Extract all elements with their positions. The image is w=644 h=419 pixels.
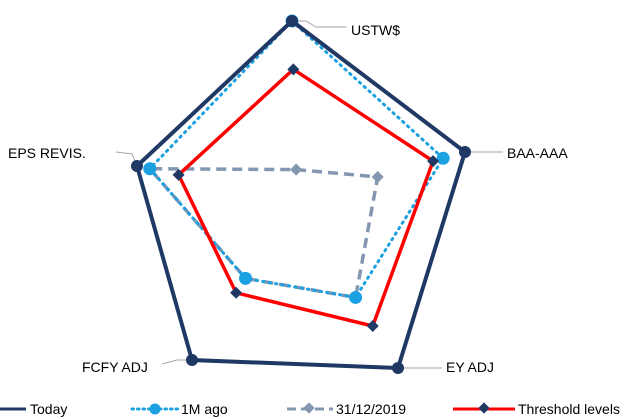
legend-item-2019: 31/12/2019 <box>287 401 406 417</box>
series-1m-ago-line <box>147 18 446 300</box>
legend-label-1m-ago: 1M ago <box>181 401 228 417</box>
series-today-point-baa-aaa <box>459 146 471 158</box>
axis-label-fcfy-adj: FCFY ADJ <box>82 359 148 375</box>
legend-label-threshold: Threshold levels <box>518 401 620 417</box>
series-today-point-ustw <box>286 15 298 27</box>
legend: Today 1M ago 31/12/2019 Threshold levels <box>0 401 620 417</box>
series-1m-ago-point-ey-adj <box>349 290 363 304</box>
series-today-line <box>134 18 468 371</box>
series-1m-ago-point-eps-revis <box>143 162 157 176</box>
series-31-12-2019-point-ustw <box>290 163 303 176</box>
series-threshold-levels-point-fcfy-adj <box>230 286 243 299</box>
legend-marker-1m-ago <box>149 403 161 415</box>
legend-label-today: Today <box>30 401 67 417</box>
series-layer <box>131 14 471 374</box>
legend-label-2019: 31/12/2019 <box>336 401 406 417</box>
axis-label-baa-aaa: BAA-AAA <box>507 145 568 161</box>
series-threshold-levels-point-ey-adj <box>366 319 379 333</box>
series-today-point-ey-adj <box>392 362 404 374</box>
series-threshold-levels-line <box>176 67 436 329</box>
legend-item-threshold: Threshold levels <box>453 401 620 417</box>
series-1m-ago-point-fcfy-adj <box>239 271 253 285</box>
axis-label-ey-adj: EY ADJ <box>446 359 494 375</box>
legend-marker-2019 <box>303 402 315 414</box>
series-today-point-eps-revis <box>131 160 143 172</box>
series-today-point-fcfy-adj <box>186 354 198 366</box>
series-threshold-levels-point-eps-revis <box>172 168 185 181</box>
axis-labels: USTW$ BAA-AAA EY ADJ FCFY ADJ EPS REVIS. <box>8 22 568 375</box>
axis-label-ustw: USTW$ <box>351 22 400 38</box>
leader-line-ustw <box>292 20 347 28</box>
series-31-12-2019-point-baa-aaa <box>371 170 384 183</box>
axis-label-eps-revis: EPS REVIS. <box>8 145 86 161</box>
series-1m-ago <box>143 14 450 304</box>
series-today <box>131 15 471 374</box>
legend-item-today: Today <box>0 401 67 417</box>
legend-item-1m-ago: 1M ago <box>130 401 228 417</box>
legend-marker-threshold <box>478 402 490 414</box>
series-1m-ago-point-baa-aaa <box>436 151 450 165</box>
axis-label-leaders <box>115 20 503 369</box>
